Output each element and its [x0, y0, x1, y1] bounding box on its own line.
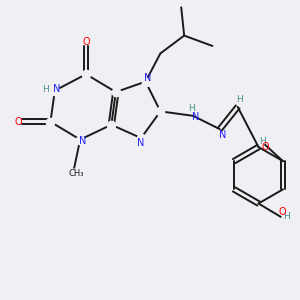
Text: N: N	[144, 73, 151, 83]
Text: H: H	[188, 104, 195, 113]
Text: O: O	[278, 207, 286, 218]
Text: H: H	[259, 137, 266, 146]
Text: N: N	[137, 139, 144, 148]
Text: O: O	[261, 142, 269, 152]
Text: H: H	[42, 85, 49, 94]
Text: H: H	[236, 95, 242, 104]
Text: N: N	[218, 130, 226, 140]
Text: H: H	[283, 212, 290, 221]
Text: O: O	[82, 38, 90, 47]
Text: O: O	[15, 117, 22, 127]
Text: N: N	[192, 112, 200, 122]
Text: N: N	[53, 84, 60, 94]
Text: N: N	[79, 136, 86, 146]
Text: CH₃: CH₃	[69, 169, 84, 178]
